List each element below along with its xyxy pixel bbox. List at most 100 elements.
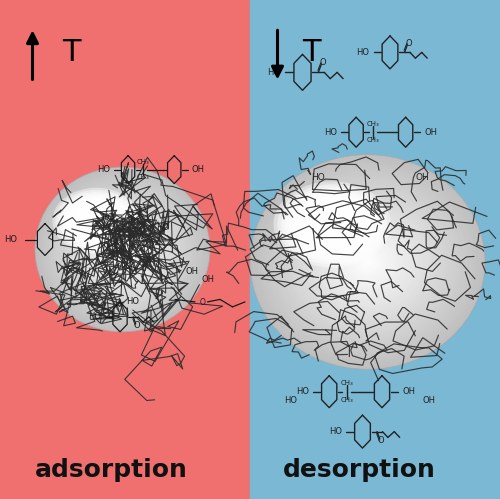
Ellipse shape bbox=[98, 227, 146, 272]
Ellipse shape bbox=[264, 168, 470, 356]
Text: OH: OH bbox=[416, 173, 430, 182]
Ellipse shape bbox=[94, 219, 99, 223]
Bar bbox=[0, 0, 250, 499]
Text: O: O bbox=[406, 39, 412, 48]
Ellipse shape bbox=[316, 213, 348, 236]
Ellipse shape bbox=[364, 259, 370, 264]
Ellipse shape bbox=[297, 198, 438, 326]
Ellipse shape bbox=[76, 205, 116, 236]
Ellipse shape bbox=[74, 204, 170, 295]
Text: O: O bbox=[320, 58, 326, 67]
Ellipse shape bbox=[285, 187, 450, 337]
Ellipse shape bbox=[103, 231, 142, 268]
Text: OH: OH bbox=[186, 267, 199, 276]
Text: HO: HO bbox=[356, 48, 369, 57]
Ellipse shape bbox=[70, 200, 175, 299]
Ellipse shape bbox=[66, 196, 180, 303]
Ellipse shape bbox=[335, 233, 400, 291]
Ellipse shape bbox=[48, 180, 197, 319]
Ellipse shape bbox=[350, 246, 385, 278]
Ellipse shape bbox=[44, 176, 201, 324]
Ellipse shape bbox=[274, 176, 462, 348]
Ellipse shape bbox=[52, 184, 192, 315]
Text: HO: HO bbox=[296, 387, 309, 396]
Ellipse shape bbox=[312, 210, 352, 239]
Ellipse shape bbox=[268, 171, 468, 353]
Text: T: T bbox=[62, 38, 81, 67]
Ellipse shape bbox=[291, 192, 444, 332]
Text: OH: OH bbox=[192, 165, 205, 174]
Ellipse shape bbox=[46, 178, 199, 321]
Ellipse shape bbox=[285, 190, 380, 259]
Ellipse shape bbox=[280, 182, 456, 342]
Ellipse shape bbox=[88, 214, 105, 227]
Ellipse shape bbox=[256, 160, 479, 364]
Ellipse shape bbox=[320, 219, 414, 305]
Text: HO: HO bbox=[101, 213, 114, 222]
Text: HO: HO bbox=[284, 396, 298, 405]
Ellipse shape bbox=[88, 217, 158, 282]
Ellipse shape bbox=[347, 243, 388, 281]
Text: OH: OH bbox=[422, 396, 436, 405]
Ellipse shape bbox=[356, 251, 380, 273]
Ellipse shape bbox=[90, 219, 156, 280]
Ellipse shape bbox=[289, 193, 376, 256]
Ellipse shape bbox=[300, 200, 435, 324]
Text: HO: HO bbox=[266, 68, 280, 77]
Ellipse shape bbox=[358, 254, 376, 270]
Ellipse shape bbox=[68, 198, 177, 301]
Ellipse shape bbox=[35, 167, 210, 332]
Text: T: T bbox=[302, 38, 321, 67]
Ellipse shape bbox=[94, 223, 151, 276]
Ellipse shape bbox=[276, 179, 458, 345]
Text: CH₃: CH₃ bbox=[137, 159, 150, 165]
Ellipse shape bbox=[59, 190, 186, 309]
Ellipse shape bbox=[297, 199, 368, 250]
Ellipse shape bbox=[61, 194, 131, 247]
Ellipse shape bbox=[92, 221, 153, 278]
Ellipse shape bbox=[262, 166, 473, 359]
Text: O: O bbox=[134, 320, 140, 330]
Ellipse shape bbox=[76, 206, 168, 293]
Text: HO: HO bbox=[98, 165, 110, 174]
Ellipse shape bbox=[81, 211, 164, 288]
Ellipse shape bbox=[107, 235, 138, 264]
Ellipse shape bbox=[303, 203, 432, 321]
Ellipse shape bbox=[305, 205, 360, 245]
Ellipse shape bbox=[306, 206, 429, 318]
Ellipse shape bbox=[52, 188, 140, 253]
Ellipse shape bbox=[83, 213, 162, 286]
Text: HO: HO bbox=[156, 223, 169, 232]
Ellipse shape bbox=[344, 241, 391, 283]
Ellipse shape bbox=[341, 238, 394, 286]
Ellipse shape bbox=[64, 197, 128, 245]
Text: HO: HO bbox=[328, 427, 342, 436]
Ellipse shape bbox=[320, 216, 344, 233]
Ellipse shape bbox=[353, 249, 382, 275]
Ellipse shape bbox=[314, 214, 420, 310]
Ellipse shape bbox=[309, 207, 356, 242]
Ellipse shape bbox=[50, 182, 195, 317]
Ellipse shape bbox=[324, 222, 412, 302]
Text: OH: OH bbox=[201, 275, 214, 284]
Ellipse shape bbox=[278, 184, 387, 264]
Ellipse shape bbox=[288, 190, 447, 334]
Ellipse shape bbox=[54, 186, 190, 313]
Text: adsorption: adsorption bbox=[35, 458, 188, 482]
Ellipse shape bbox=[324, 219, 340, 230]
Text: desorption: desorption bbox=[282, 458, 436, 482]
Ellipse shape bbox=[37, 169, 208, 330]
Ellipse shape bbox=[330, 227, 406, 297]
Ellipse shape bbox=[259, 163, 476, 361]
Text: HO: HO bbox=[4, 235, 17, 244]
Text: CH₃: CH₃ bbox=[137, 174, 150, 180]
Text: CH₃: CH₃ bbox=[366, 121, 379, 127]
Ellipse shape bbox=[114, 241, 131, 257]
Text: HO: HO bbox=[310, 173, 324, 182]
Text: HO: HO bbox=[324, 128, 337, 137]
Ellipse shape bbox=[294, 195, 441, 329]
Ellipse shape bbox=[70, 201, 122, 241]
Text: CH₃: CH₃ bbox=[366, 137, 379, 144]
Text: O: O bbox=[378, 436, 384, 445]
Ellipse shape bbox=[73, 203, 120, 238]
